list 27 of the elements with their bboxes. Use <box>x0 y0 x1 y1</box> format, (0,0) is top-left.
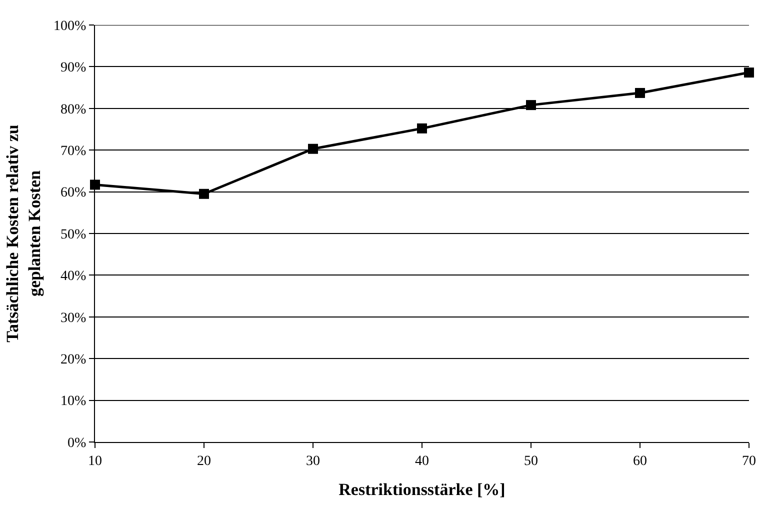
x-tick-label: 50 <box>524 454 538 469</box>
y-tick-label: 10% <box>60 394 87 410</box>
x-tick-label: 10 <box>88 454 102 469</box>
y-tick-label: 20% <box>60 352 87 368</box>
x-tick-label: 70 <box>742 454 756 469</box>
y-tick-label: 70% <box>60 144 87 159</box>
point <box>308 144 318 154</box>
y-tick-label: 60% <box>60 186 87 201</box>
y-tick-label: 100% <box>54 18 87 34</box>
x-tick-label: 60 <box>633 454 647 469</box>
x-tick-label: 20 <box>197 454 211 469</box>
y-tick-label: 0% <box>68 436 87 451</box>
y-tick-label: 50% <box>60 227 87 242</box>
point <box>526 100 536 110</box>
point <box>635 88 645 98</box>
y-tick-label: 90% <box>60 60 87 76</box>
point <box>90 180 100 190</box>
point <box>744 68 754 78</box>
x-tick-label: 40 <box>415 454 429 469</box>
x-tick-label: 30 <box>306 454 320 469</box>
y-tick-label: 30% <box>60 310 87 326</box>
point <box>417 123 427 134</box>
y-axis-title: Tatsächliche Kosten relativ zu geplanten Kosten <box>2 124 44 342</box>
y-tick-label: 80% <box>60 102 87 118</box>
y-tick-label: 40% <box>60 269 87 284</box>
point <box>199 188 209 199</box>
x-axis-title: Restriktionsstärke [%] <box>338 480 506 500</box>
